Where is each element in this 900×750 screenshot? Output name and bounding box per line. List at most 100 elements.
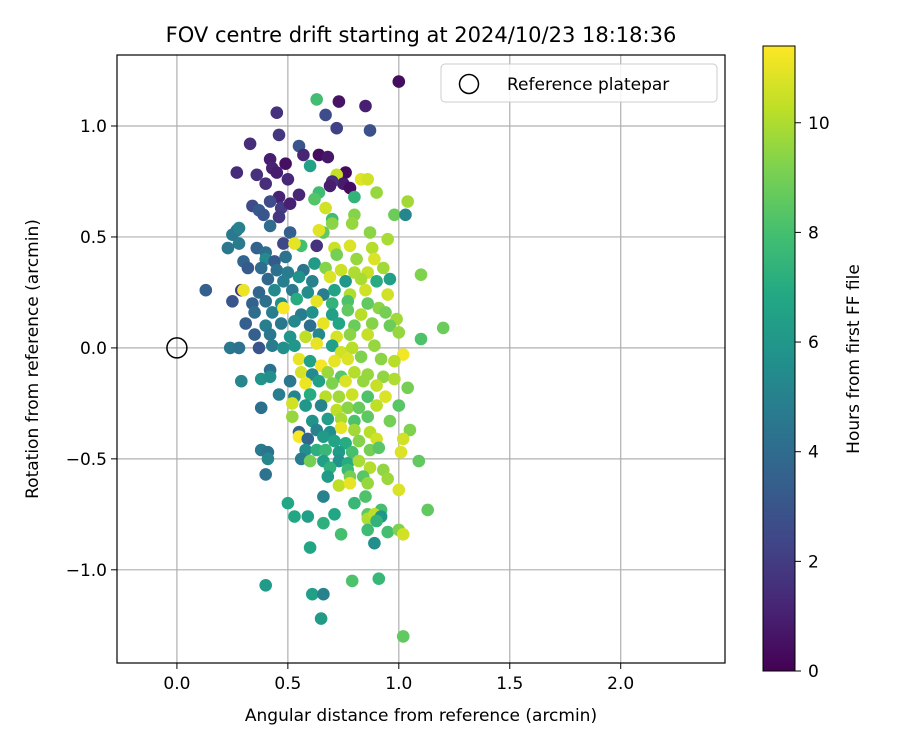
data-point [325, 377, 339, 390]
data-point [361, 523, 375, 537]
data-point [263, 328, 277, 341]
data-point [288, 510, 301, 523]
data-point [396, 630, 410, 643]
data-point [363, 461, 377, 475]
legend-open-circle-icon [458, 73, 480, 95]
data-point [357, 374, 370, 388]
data-point [323, 179, 337, 193]
data-point [292, 352, 306, 366]
data-point [286, 397, 299, 410]
data-point [303, 541, 317, 554]
data-point [383, 319, 397, 333]
data-point [294, 366, 308, 379]
data-points [199, 75, 450, 643]
data-point [241, 261, 255, 275]
data-point [392, 326, 406, 339]
data-point [403, 423, 417, 437]
data-point [379, 390, 392, 404]
y-tick-label: −0.5 [66, 450, 107, 470]
data-point [345, 574, 359, 588]
data-point [388, 354, 401, 368]
data-point [303, 319, 317, 333]
legend-entry-label: Reference platepar [507, 75, 669, 95]
data-point [399, 208, 412, 222]
data-point [365, 317, 379, 330]
data-point [279, 157, 292, 170]
data-point [392, 75, 406, 88]
data-point [345, 341, 359, 355]
data-point [370, 399, 383, 412]
data-point [261, 272, 275, 286]
data-point [288, 237, 301, 250]
data-point [306, 275, 319, 288]
data-point [274, 317, 288, 330]
data-point [310, 443, 324, 457]
data-point [332, 479, 346, 492]
data-point [232, 237, 246, 250]
data-point [292, 270, 306, 284]
colorbar-tick-label: 10 [808, 114, 830, 134]
data-point [263, 219, 277, 233]
data-point [226, 295, 239, 308]
x-tick-label: 0.5 [274, 674, 301, 694]
data-point [381, 232, 395, 246]
data-point [374, 352, 388, 366]
data-point [352, 434, 366, 448]
x-tick-label: 1.0 [385, 674, 412, 694]
data-point [292, 188, 306, 202]
data-point [303, 159, 317, 173]
data-point [312, 224, 326, 237]
colorbar-tick-label: 4 [808, 443, 819, 463]
data-point [350, 252, 363, 266]
data-point [341, 303, 355, 317]
data-point [237, 283, 250, 297]
data-point [377, 261, 390, 275]
data-point [270, 166, 284, 179]
data-point [339, 437, 352, 450]
data-point [259, 295, 273, 308]
x-axis-label: Angular distance from reference (arcmin) [245, 706, 597, 726]
data-point [343, 239, 357, 253]
data-point [243, 137, 257, 151]
data-point [370, 275, 383, 288]
data-point [250, 168, 264, 182]
data-point [388, 372, 401, 386]
y-tick-label: 1.0 [80, 117, 107, 137]
y-axis-label: Rotation from reference (arcmin) [23, 219, 43, 499]
data-point [290, 292, 304, 306]
data-point [377, 370, 390, 384]
data-point [379, 306, 392, 319]
data-point [232, 341, 246, 355]
data-point [321, 366, 335, 379]
data-point [401, 195, 415, 208]
data-point [232, 221, 246, 235]
data-point [354, 308, 368, 321]
data-point [223, 341, 237, 355]
data-point [352, 401, 366, 415]
data-point [310, 239, 324, 253]
data-point [334, 421, 348, 435]
data-point [414, 268, 428, 282]
data-point [319, 201, 332, 215]
data-point [279, 250, 292, 264]
data-point [312, 374, 326, 388]
data-point [421, 503, 435, 517]
data-point [332, 95, 346, 108]
data-point [345, 217, 359, 230]
data-point [330, 248, 344, 261]
data-point [263, 370, 277, 384]
data-point [341, 352, 355, 366]
data-point [277, 275, 290, 288]
data-point [283, 374, 297, 388]
data-point [283, 197, 297, 210]
data-point [301, 510, 315, 523]
data-point [310, 337, 324, 350]
data-point [317, 516, 330, 530]
data-point [341, 295, 355, 308]
data-point [328, 354, 341, 368]
data-point [394, 445, 408, 459]
data-point [259, 177, 273, 190]
data-point [325, 297, 339, 310]
data-point [297, 148, 310, 162]
data-point [381, 525, 395, 539]
